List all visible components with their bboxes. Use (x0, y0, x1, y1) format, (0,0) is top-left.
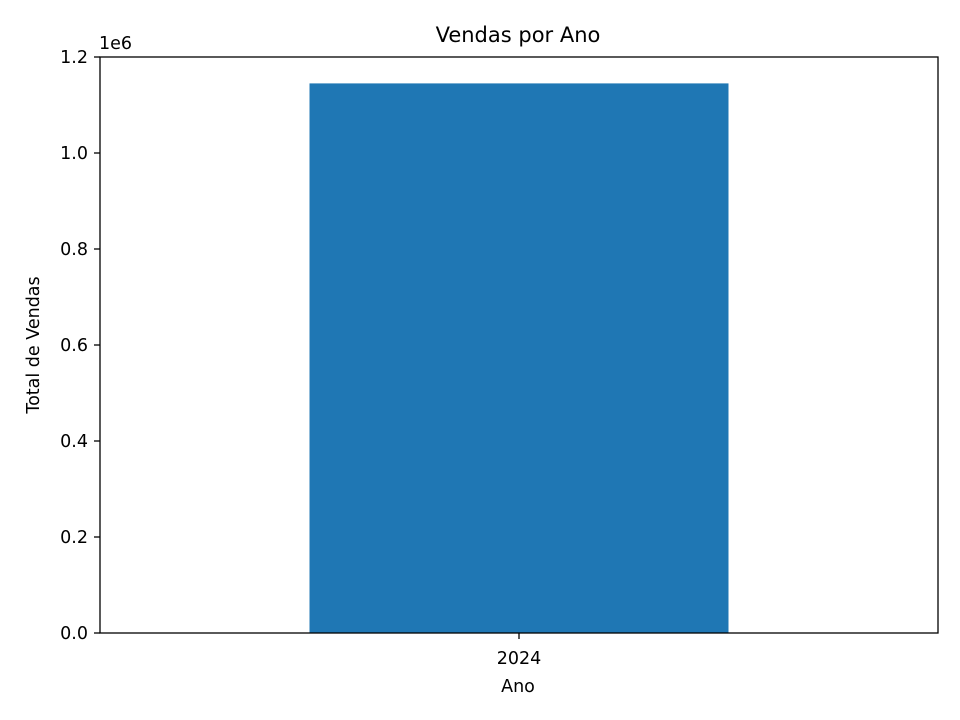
y-tick-label: 0.0 (60, 624, 88, 644)
y-axis-scale-factor: 1e6 (99, 34, 132, 54)
y-tick-label: 1.0 (60, 144, 88, 164)
y-tick-label: 0.8 (60, 240, 88, 260)
x-tick-label: 2024 (497, 649, 542, 669)
y-axis-ticks: 0.0 0.2 0.4 0.6 0.8 1.0 1.2 (60, 48, 100, 644)
y-tick-label: 0.2 (60, 528, 88, 548)
x-axis-label: Ano (501, 677, 535, 697)
bar-2024 (309, 83, 729, 633)
y-tick-label: 1.2 (60, 48, 88, 68)
y-tick-label: 0.6 (60, 336, 88, 356)
y-axis-label: Total de Vendas (24, 276, 44, 414)
x-axis-ticks: 2024 (497, 633, 542, 669)
y-tick-label: 0.4 (60, 432, 88, 452)
bars-layer (309, 83, 729, 633)
chart-title: Vendas por Ano (436, 23, 601, 47)
